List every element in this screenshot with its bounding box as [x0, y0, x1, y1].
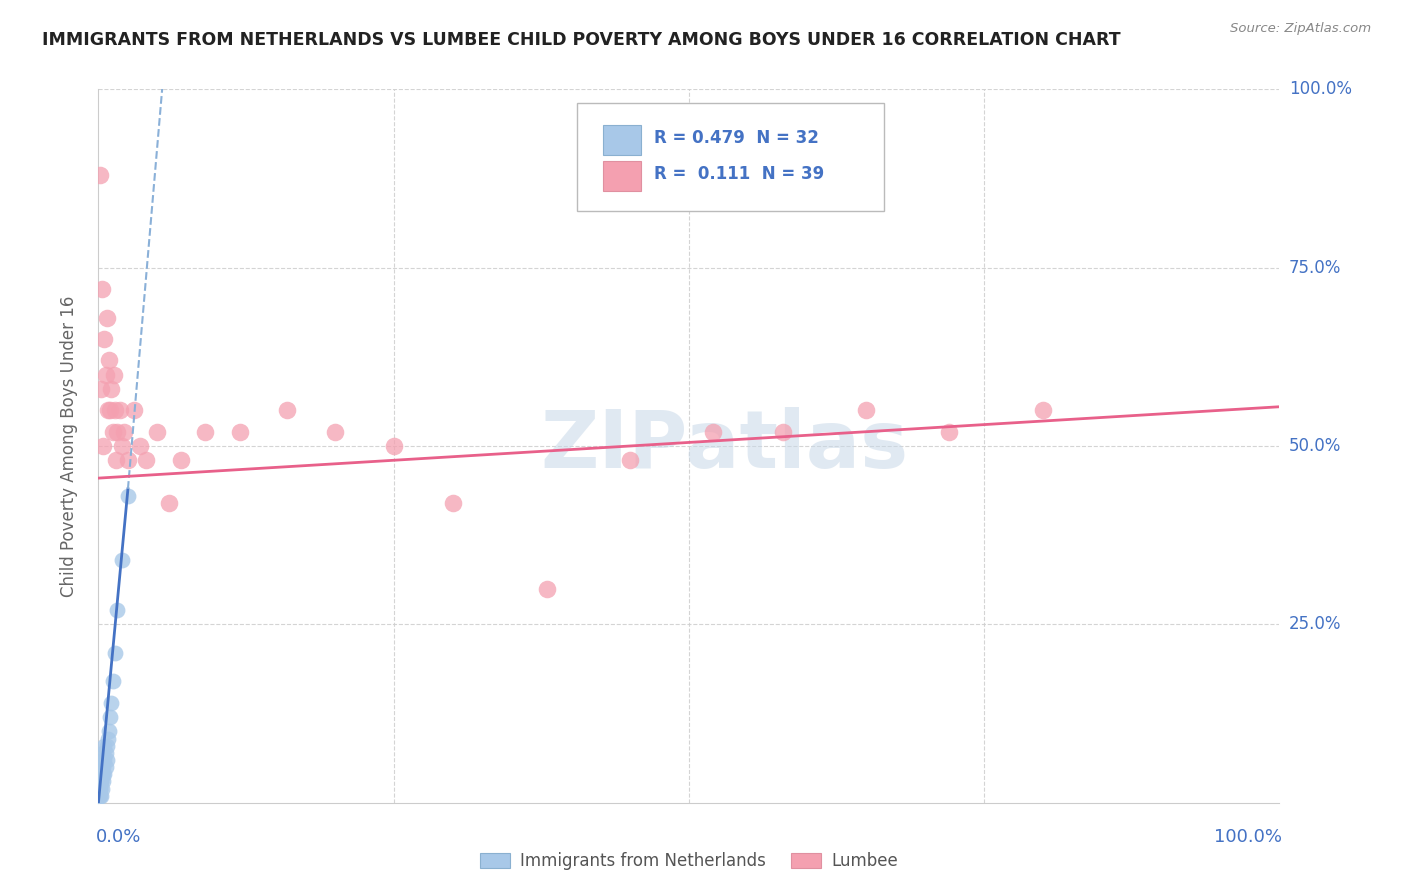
Point — [93, 332, 115, 346]
Point — [94, 760, 117, 774]
Text: 100.0%: 100.0% — [1289, 80, 1353, 98]
Point — [93, 767, 115, 781]
Point — [619, 453, 641, 467]
Text: R =  0.111  N = 39: R = 0.111 N = 39 — [654, 165, 824, 183]
Text: R = 0.479  N = 32: R = 0.479 N = 32 — [654, 129, 818, 147]
Point — [91, 774, 114, 789]
Point — [90, 789, 112, 803]
Point — [104, 646, 127, 660]
Text: 50.0%: 50.0% — [1289, 437, 1341, 455]
Point — [702, 425, 724, 439]
Point — [128, 439, 150, 453]
Point — [91, 760, 114, 774]
Point — [229, 425, 252, 439]
Text: 100.0%: 100.0% — [1213, 828, 1282, 846]
Point — [97, 731, 120, 746]
Point — [98, 710, 121, 724]
Point — [91, 781, 114, 796]
Point — [90, 382, 112, 396]
Text: Source: ZipAtlas.com: Source: ZipAtlas.com — [1230, 22, 1371, 36]
Text: ZIPatlas: ZIPatlas — [540, 407, 908, 485]
Point — [93, 753, 115, 767]
Text: IMMIGRANTS FROM NETHERLANDS VS LUMBEE CHILD POVERTY AMONG BOYS UNDER 16 CORRELAT: IMMIGRANTS FROM NETHERLANDS VS LUMBEE CH… — [42, 31, 1121, 49]
Point — [105, 425, 128, 439]
Point — [276, 403, 298, 417]
Point — [90, 767, 112, 781]
Point — [104, 403, 127, 417]
FancyBboxPatch shape — [603, 161, 641, 191]
Point — [91, 767, 114, 781]
Point — [89, 781, 111, 796]
Point — [382, 439, 405, 453]
Point — [122, 403, 145, 417]
Point — [938, 425, 960, 439]
Point — [157, 496, 180, 510]
Point — [91, 282, 114, 296]
Point — [91, 439, 114, 453]
Point — [90, 774, 112, 789]
Point — [91, 767, 114, 781]
FancyBboxPatch shape — [603, 125, 641, 155]
Point — [97, 403, 120, 417]
Point — [111, 553, 134, 567]
Point — [441, 496, 464, 510]
Point — [1032, 403, 1054, 417]
Point — [105, 453, 128, 467]
Point — [112, 425, 135, 439]
Point — [105, 603, 128, 617]
Point — [89, 789, 111, 803]
Point — [91, 760, 114, 774]
Point — [135, 453, 157, 467]
FancyBboxPatch shape — [576, 103, 884, 211]
Point — [91, 753, 114, 767]
Point — [96, 310, 118, 325]
Point — [772, 425, 794, 439]
Point — [87, 789, 110, 803]
Point — [90, 774, 112, 789]
Point — [100, 382, 122, 396]
Point — [323, 425, 346, 439]
Point — [117, 453, 139, 467]
Point — [94, 368, 117, 382]
Point — [98, 403, 121, 417]
Point — [855, 403, 877, 417]
Point — [91, 746, 114, 760]
Text: 0.0%: 0.0% — [96, 828, 142, 846]
Point — [96, 753, 118, 767]
Point — [108, 403, 131, 417]
Legend: Immigrants from Netherlands, Lumbee: Immigrants from Netherlands, Lumbee — [474, 846, 904, 877]
Point — [93, 739, 115, 753]
Point — [98, 353, 121, 368]
Y-axis label: Child Poverty Among Boys Under 16: Child Poverty Among Boys Under 16 — [59, 295, 77, 597]
Text: 25.0%: 25.0% — [1289, 615, 1341, 633]
Point — [146, 425, 169, 439]
Point — [100, 696, 122, 710]
Point — [117, 489, 139, 503]
Point — [101, 674, 124, 689]
Point — [94, 746, 117, 760]
Point — [103, 368, 125, 382]
Point — [194, 425, 217, 439]
Point — [111, 439, 134, 453]
Point — [89, 168, 111, 182]
Point — [170, 453, 193, 467]
Point — [89, 781, 111, 796]
Text: 75.0%: 75.0% — [1289, 259, 1341, 277]
Point — [101, 425, 124, 439]
Point — [98, 724, 121, 739]
Point — [536, 582, 558, 596]
Point — [96, 739, 118, 753]
